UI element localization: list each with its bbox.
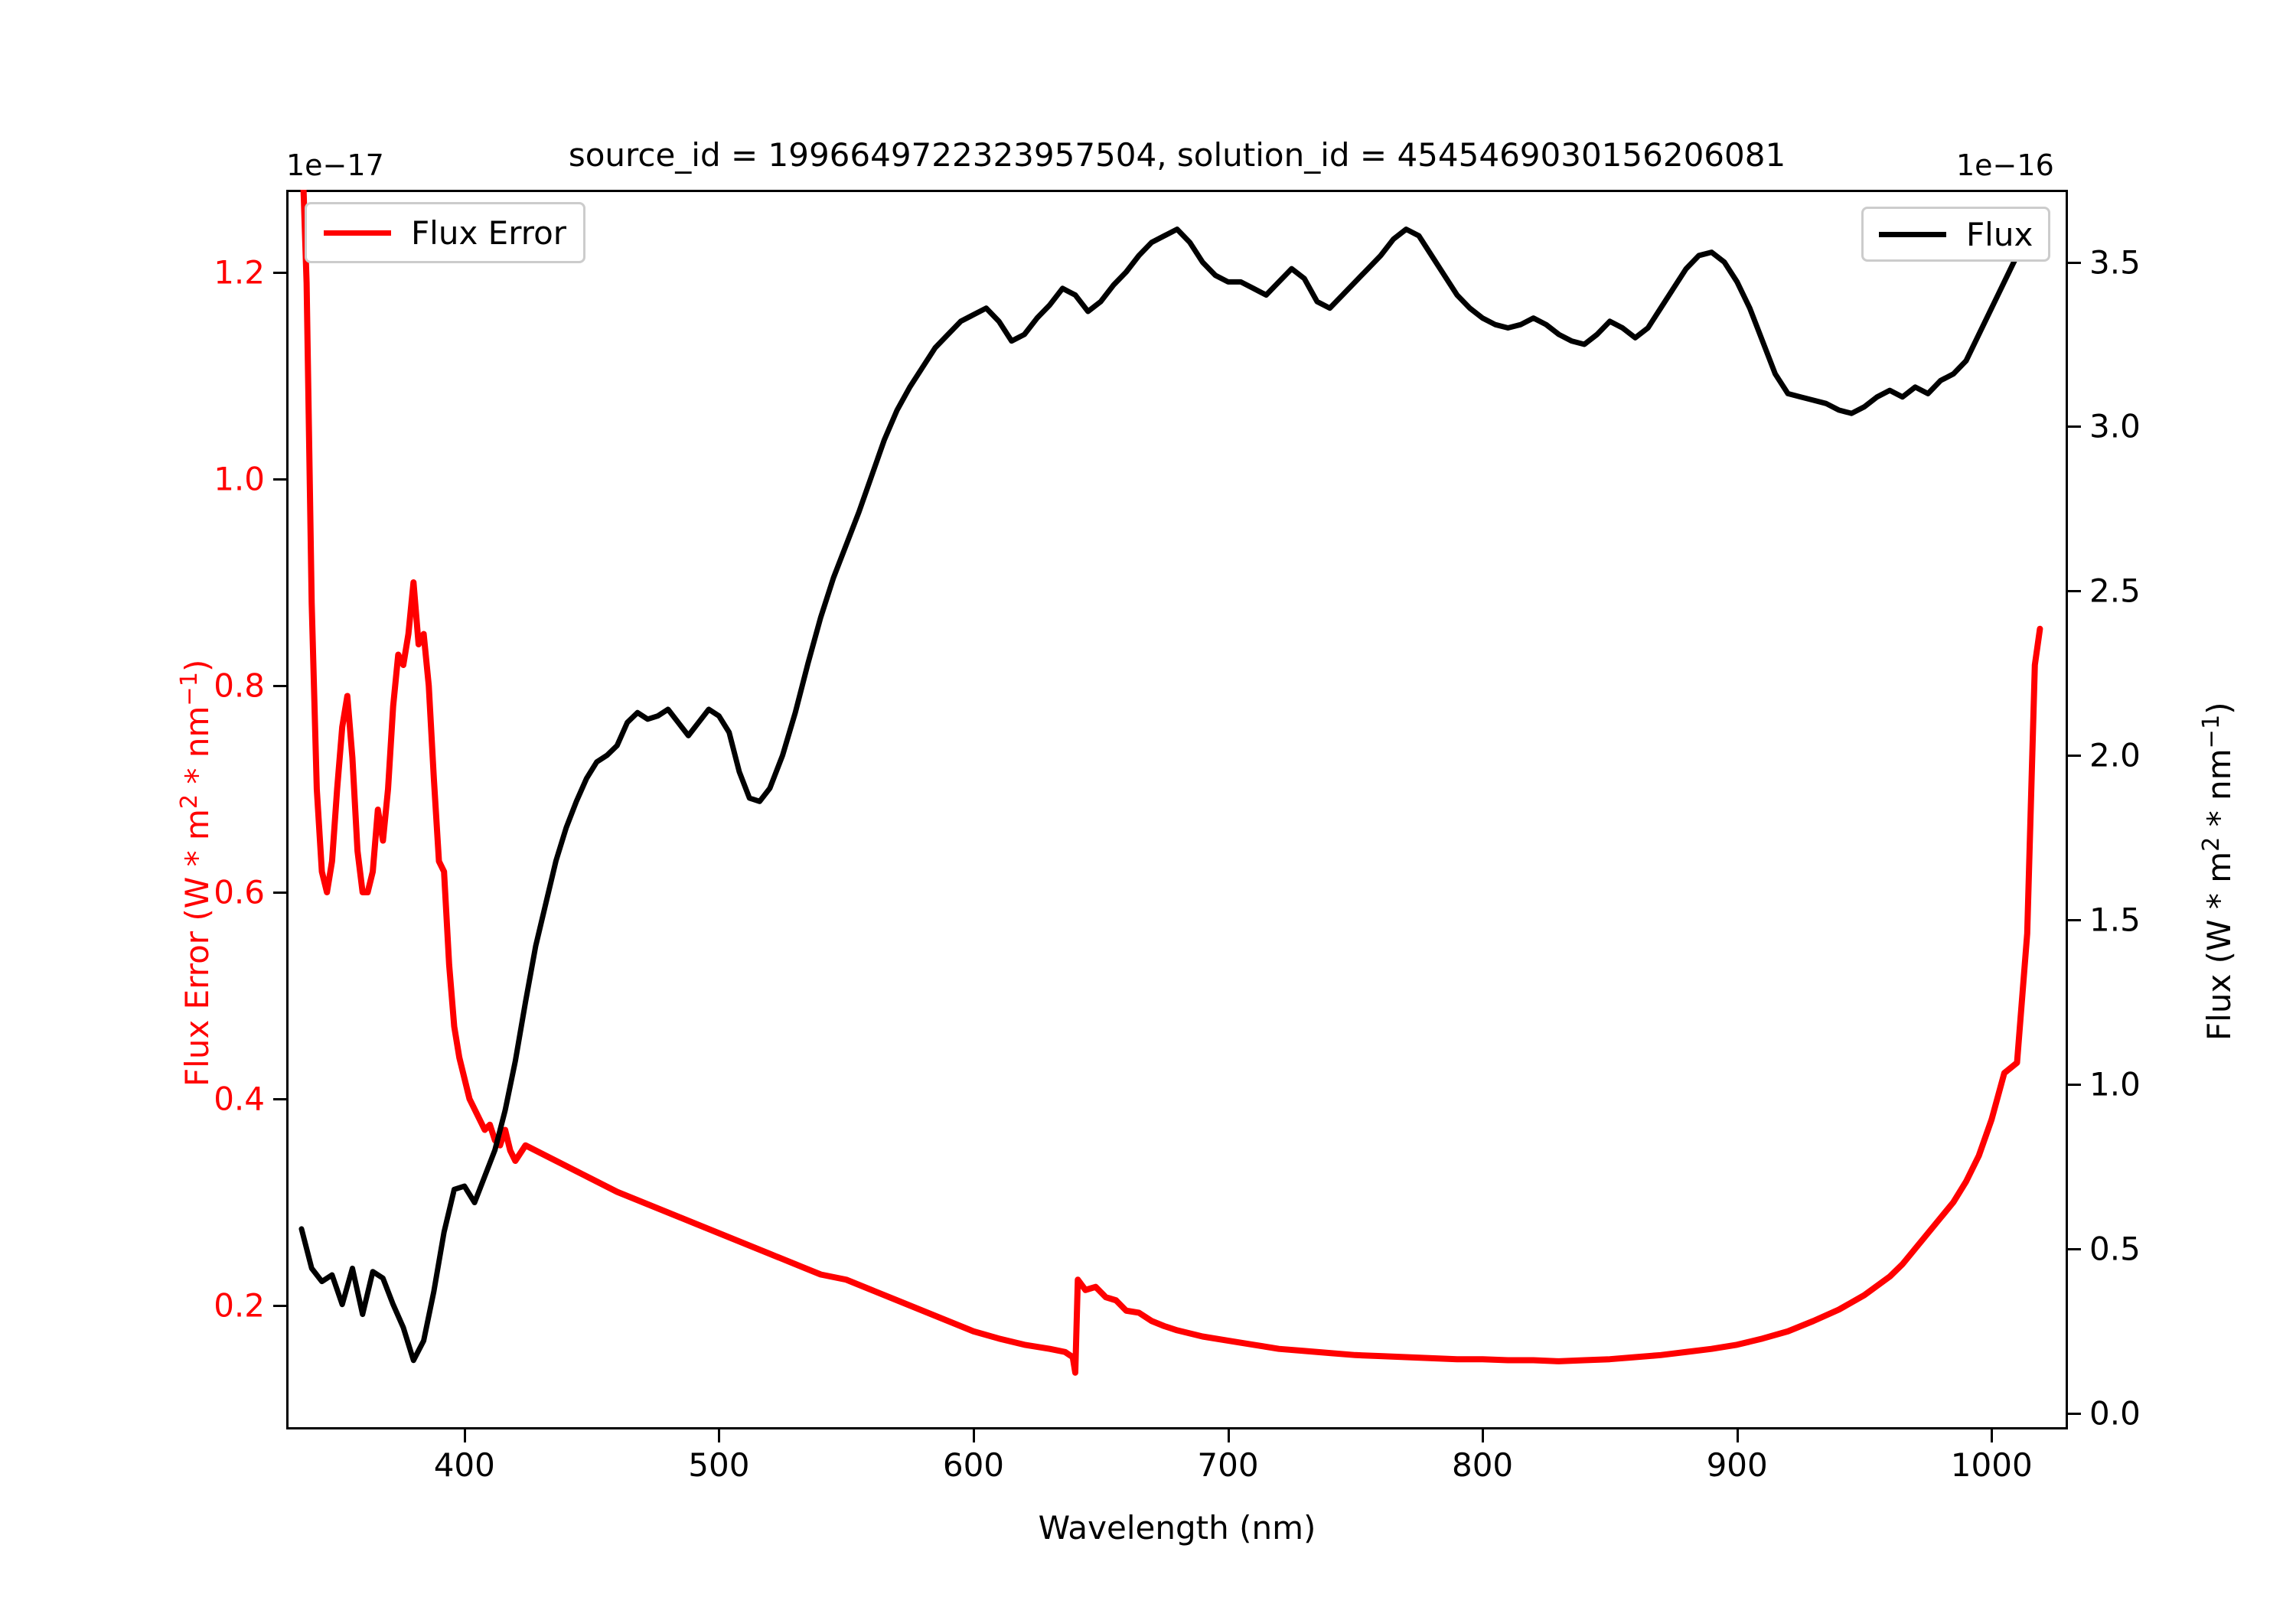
right-axis-tick-label: 1.0 bbox=[2089, 1065, 2141, 1103]
spectrum-plot bbox=[298, 190, 2043, 1376]
right-axis-tick-mark bbox=[2068, 918, 2081, 921]
left-axis-tick-mark bbox=[273, 1098, 286, 1100]
left-axis-label-sup-nm: −1 bbox=[176, 672, 203, 706]
right-axis-tick-mark bbox=[2068, 590, 2081, 593]
left-axis-label-sup-m2: 2 bbox=[176, 794, 203, 810]
left-axis-label-end: ) bbox=[178, 659, 216, 673]
left-axis-label: Flux Error (W * m2 * nm−1) bbox=[176, 660, 216, 1087]
right-axis-tick-label: 3.0 bbox=[2089, 407, 2141, 445]
right-axis-tick-label: 2.5 bbox=[2089, 572, 2141, 610]
legend-label-flux-error: Flux Error bbox=[411, 214, 567, 252]
right-axis-tick-mark bbox=[2068, 261, 2081, 264]
right-axis-tick-label: 0.5 bbox=[2089, 1230, 2141, 1268]
x-axis-tick-mark bbox=[1991, 1429, 1994, 1442]
x-axis-tick-mark bbox=[463, 1429, 466, 1442]
x-axis-tick-mark bbox=[972, 1429, 975, 1442]
right-axis-label-text: Flux (W * m bbox=[2200, 851, 2238, 1041]
right-axis-tick-mark bbox=[2068, 1247, 2081, 1250]
x-axis-tick-label: 500 bbox=[688, 1446, 750, 1484]
left-axis-offset-label: 1e−17 bbox=[286, 148, 384, 182]
x-axis-tick-mark bbox=[1227, 1429, 1230, 1442]
left-axis-label-text: Flux Error (W * m bbox=[178, 809, 216, 1087]
x-axis-label: Wavelength (nm) bbox=[1038, 1509, 1316, 1547]
page-title: source_id = 1996649722323957504, solutio… bbox=[568, 136, 1786, 174]
right-axis-tick-label: 2.0 bbox=[2089, 736, 2141, 774]
x-axis-tick-label: 800 bbox=[1451, 1446, 1514, 1484]
legend-line-icon-flux bbox=[1879, 231, 1946, 237]
legend-line-icon-flux-error bbox=[324, 230, 391, 236]
x-axis-tick-label: 700 bbox=[1197, 1446, 1259, 1484]
right-axis-tick-label: 0.0 bbox=[2089, 1394, 2141, 1432]
right-axis-tick-mark bbox=[2068, 755, 2081, 758]
x-axis-tick-label: 600 bbox=[942, 1446, 1005, 1484]
left-axis-tick-label: 0.2 bbox=[214, 1286, 265, 1325]
left-axis-tick-mark bbox=[273, 478, 286, 481]
right-axis-label-sup-m2: 2 bbox=[2198, 836, 2225, 852]
left-axis-tick-label: 0.8 bbox=[214, 667, 265, 705]
right-axis-tick-mark bbox=[2068, 425, 2081, 429]
x-axis-tick-mark bbox=[1482, 1429, 1485, 1442]
legend-flux-error[interactable]: Flux Error bbox=[305, 202, 586, 263]
right-axis-tick-label: 3.5 bbox=[2089, 243, 2141, 282]
left-axis-tick-mark bbox=[273, 1305, 286, 1307]
right-axis-offset-label: 1e−16 bbox=[1956, 148, 2054, 182]
x-axis-tick-label: 1000 bbox=[1950, 1446, 2033, 1484]
right-axis-label-end: ) bbox=[2200, 702, 2238, 715]
right-axis-label-sup-nm: −1 bbox=[2198, 714, 2225, 749]
right-axis-label-mid: * nm bbox=[2200, 748, 2238, 837]
left-axis-tick-mark bbox=[273, 685, 286, 687]
right-axis-tick-mark bbox=[2068, 1083, 2081, 1086]
flux-line bbox=[298, 210, 2043, 1364]
flux-error-line bbox=[300, 190, 2043, 1376]
left-axis-tick-label: 1.0 bbox=[214, 460, 265, 498]
x-axis-tick-label: 400 bbox=[433, 1446, 495, 1484]
plot-axes-frame bbox=[286, 190, 2068, 1429]
left-axis-tick-mark bbox=[273, 892, 286, 894]
left-axis-tick-mark bbox=[273, 272, 286, 274]
legend-flux[interactable]: Flux bbox=[1861, 207, 2051, 262]
legend-label-flux: Flux bbox=[1966, 215, 2033, 253]
x-axis-tick-mark bbox=[718, 1429, 721, 1442]
left-axis-tick-label: 0.6 bbox=[214, 873, 265, 911]
left-axis-tick-label: 1.2 bbox=[214, 253, 265, 292]
left-axis-label-mid: * nm bbox=[178, 706, 216, 794]
right-axis-label: Flux (W * m2 * nm−1) bbox=[2198, 702, 2238, 1041]
x-axis-tick-label: 900 bbox=[1706, 1446, 1768, 1484]
left-axis-tick-label: 0.4 bbox=[214, 1080, 265, 1118]
right-axis-tick-label: 1.5 bbox=[2089, 901, 2141, 939]
right-axis-tick-mark bbox=[2068, 1412, 2081, 1415]
x-axis-tick-mark bbox=[1736, 1429, 1739, 1442]
